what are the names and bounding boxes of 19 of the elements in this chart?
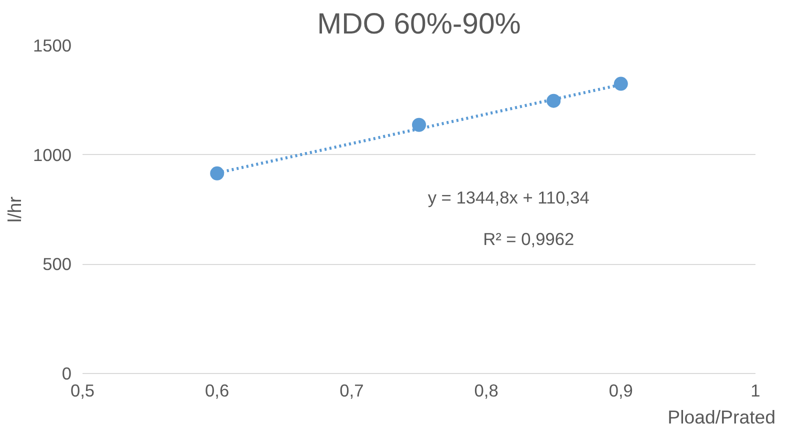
- annotation: R² = 0,9962: [483, 228, 574, 249]
- chart-title: MDO 60%-90%: [317, 8, 521, 40]
- annotation: y = 1344,8x + 110,34: [428, 187, 590, 208]
- point: [210, 166, 224, 180]
- x-tick-label: 1: [750, 380, 760, 400]
- point: [614, 76, 628, 91]
- x-tick-label: 0,9: [608, 380, 633, 400]
- x-tick-label: 0,6: [205, 380, 230, 400]
- y-tick-label: 0: [62, 364, 72, 384]
- x-axis-title: Pload/Prated: [668, 406, 776, 428]
- y-axis-title: l/hr: [4, 196, 25, 222]
- y-tick-label: 1000: [32, 144, 72, 165]
- x-tick-label: 0,5: [70, 380, 95, 400]
- x-tick-label: 0,8: [474, 380, 498, 400]
- y-tick-label: 1500: [32, 36, 72, 56]
- x-tick-label: 0,7: [340, 380, 364, 400]
- point: [412, 118, 426, 132]
- point: [546, 94, 561, 108]
- y-tick-label: 500: [42, 254, 72, 274]
